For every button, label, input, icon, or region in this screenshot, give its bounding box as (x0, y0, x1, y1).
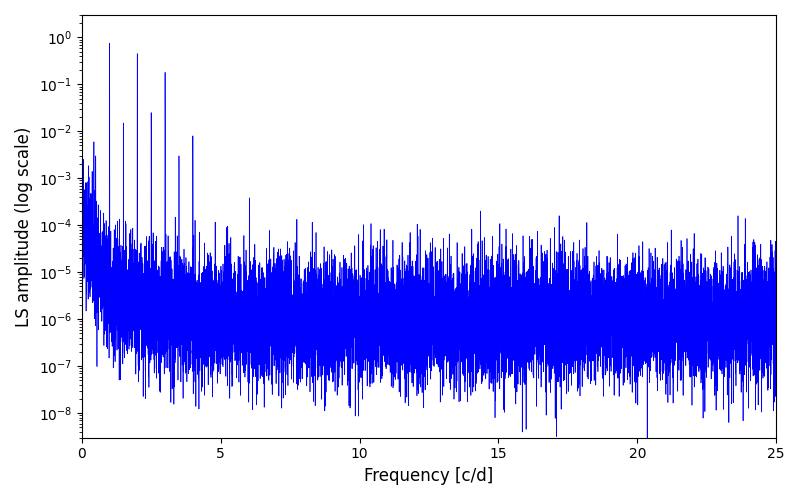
X-axis label: Frequency [c/d]: Frequency [c/d] (364, 467, 494, 485)
Y-axis label: LS amplitude (log scale): LS amplitude (log scale) (15, 126, 33, 326)
